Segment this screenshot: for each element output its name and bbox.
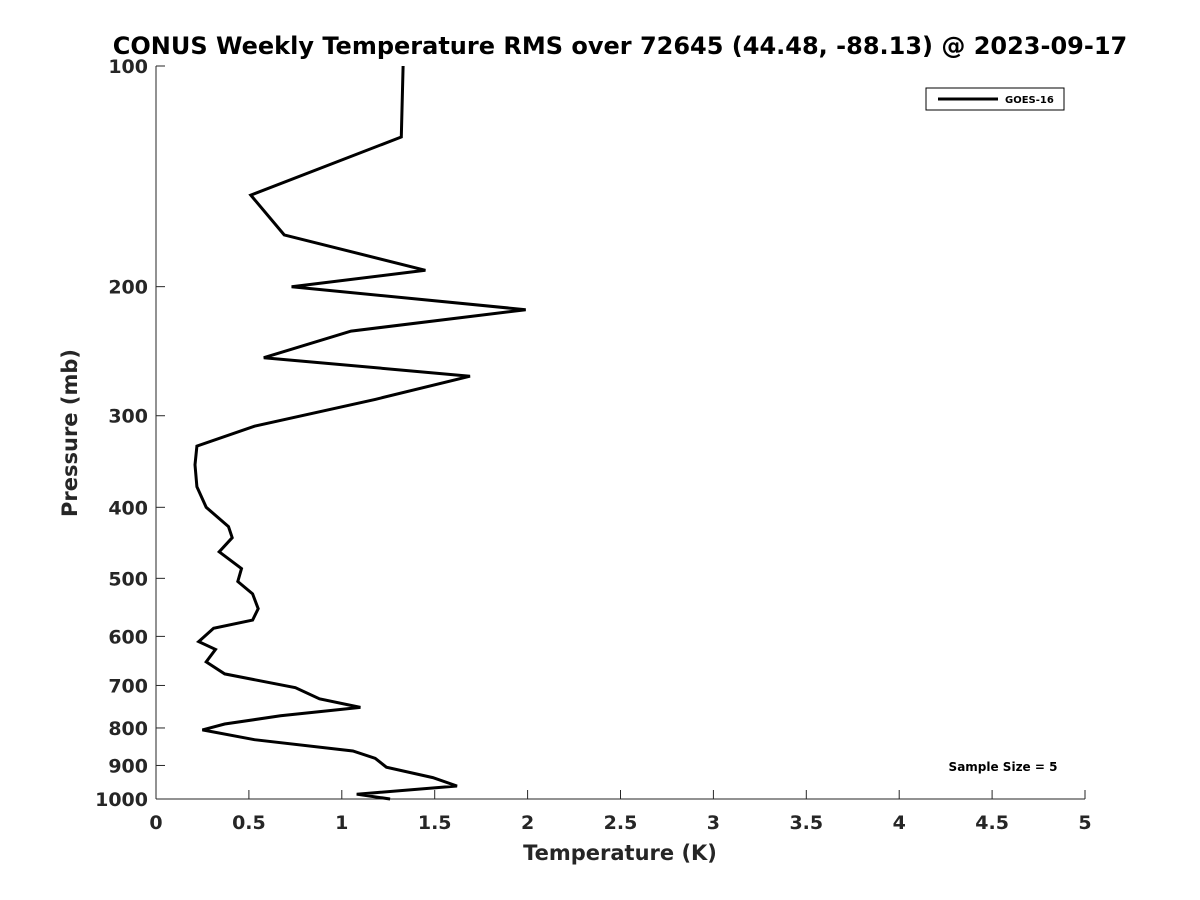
series-line-goes-16 bbox=[193, 65, 526, 801]
x-tick-label: 2 bbox=[521, 812, 534, 834]
y-tick-label: 500 bbox=[108, 568, 148, 590]
y-tick-label: 300 bbox=[108, 406, 148, 428]
y-axis-label: Pressure (mb) bbox=[58, 349, 82, 517]
sample-size-annotation: Sample Size = 5 bbox=[949, 760, 1058, 774]
x-axis: 0 0.5 1 1.5 2 2.5 3 3.5 4 4.5 5 bbox=[149, 790, 1092, 834]
x-axis-label: Temperature (K) bbox=[523, 841, 717, 865]
legend: GOES-16 bbox=[925, 87, 1065, 111]
x-tick-label: 1.5 bbox=[418, 812, 452, 834]
y-tick-label: 100 bbox=[108, 56, 148, 78]
x-tick-label: 5 bbox=[1078, 812, 1091, 834]
y-tick-label: 1000 bbox=[95, 789, 148, 811]
y-tick-label: 600 bbox=[108, 626, 148, 648]
x-tick-label: 3.5 bbox=[789, 812, 823, 834]
x-tick-label: 2.5 bbox=[604, 812, 638, 834]
x-tick-label: 4 bbox=[893, 812, 906, 834]
y-tick-label: 800 bbox=[108, 718, 148, 740]
x-tick-label: 0 bbox=[149, 812, 162, 834]
y-tick-label: 900 bbox=[108, 755, 148, 777]
chart-title: CONUS Weekly Temperature RMS over 72645 … bbox=[113, 32, 1127, 60]
y-tick-label: 400 bbox=[108, 497, 148, 519]
x-tick-label: 1 bbox=[335, 812, 348, 834]
series-group bbox=[193, 65, 526, 801]
legend-label-goes-16: GOES-16 bbox=[1005, 95, 1054, 106]
x-tick-label: 3 bbox=[707, 812, 720, 834]
y-tick-label: 700 bbox=[108, 675, 148, 697]
x-tick-label: 4.5 bbox=[975, 812, 1009, 834]
y-tick-label: 200 bbox=[108, 277, 148, 299]
x-tick-label: 0.5 bbox=[232, 812, 266, 834]
y-axis: 100 200 300 400 500 600 700 800 900 1000 bbox=[95, 56, 165, 811]
